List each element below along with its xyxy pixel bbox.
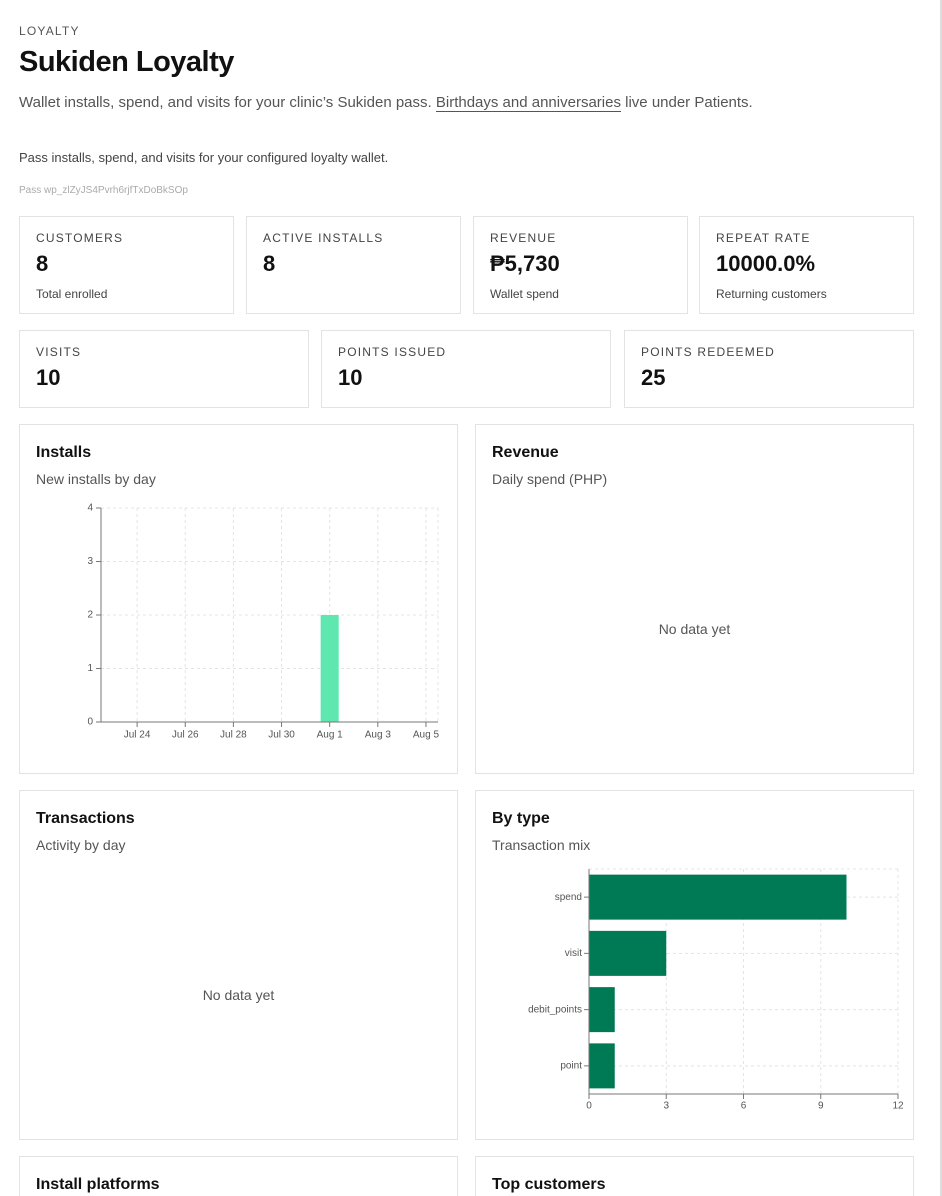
stat-card: CUSTOMERS 8 Total enrolled	[19, 216, 234, 314]
empty-message: No data yet	[202, 987, 275, 1003]
page-title: Sukiden Loyalty	[19, 46, 234, 78]
x-tick-label: Aug 5	[413, 730, 440, 741]
stat-label: REPEAT RATE	[716, 231, 811, 245]
stat-label: POINTS REDEEMED	[641, 345, 776, 359]
chart-subtitle: Activity by day	[36, 837, 126, 853]
x-tick-label: 12	[892, 1101, 904, 1112]
pass-id: Pass wp_zlZyJS4Pvrh6rjfTxDoBkSOp	[19, 185, 188, 196]
stat-label: ACTIVE INSTALLS	[263, 231, 384, 245]
x-tick-label: Jul 26	[172, 730, 199, 741]
chart-card: 0 1 2 3 4 Jul 24 Jul 26 Jul 28 Jul 30 Aug 1 Aug 3 A…	[19, 424, 458, 774]
stat-card: POINTS ISSUED 10	[321, 330, 611, 408]
stat-value: 10	[338, 365, 363, 390]
chart-title: Transactions	[36, 810, 135, 827]
y-tick-label: spend	[555, 892, 582, 903]
x-tick-label: Aug 1	[317, 730, 344, 741]
y-tick-label: point	[560, 1061, 582, 1072]
chart-subtitle: Transaction mix	[492, 837, 591, 853]
stat-label: VISITS	[36, 345, 82, 359]
chart-title: Installs	[36, 444, 92, 461]
stat-note: Wallet spend	[490, 287, 559, 301]
stat-note: Returning customers	[716, 287, 827, 301]
x-tick-label: Aug 3	[365, 730, 392, 741]
bar	[589, 874, 847, 920]
y-tick-label: 1	[87, 663, 93, 674]
stat-card: POINTS REDEEMED 25	[624, 330, 914, 408]
stat-value: 10000.0%	[716, 251, 816, 276]
patients-link[interactable]: Birthdays and anniversaries	[435, 94, 621, 112]
stat-card: ACTIVE INSTALLS 8	[246, 216, 461, 314]
stat-value: 8	[36, 251, 49, 276]
eyebrow: LOYALTY	[19, 24, 80, 38]
stat-card: REPEAT RATE 10000.0% Returning customers	[699, 216, 914, 314]
y-tick-label: 4	[87, 503, 93, 514]
stat-note: Total enrolled	[36, 287, 108, 301]
description-text: Wallet installs, spend, and visits for y…	[19, 94, 432, 111]
y-tick-label: debit_points	[528, 1004, 582, 1015]
stat-value: 10	[36, 365, 61, 390]
x-tick-label: Jul 24	[124, 730, 151, 741]
scrollbar	[940, 0, 942, 1196]
stat-value: 25	[641, 365, 666, 390]
x-tick-label: 6	[741, 1101, 747, 1112]
chart: 0 1 2 3 4 Jul 24 Jul 26 Jul 28 Jul 30 Aug 1 Aug 3 A…	[87, 503, 440, 741]
bar	[320, 615, 339, 722]
stat-card: REVENUE ₱5,730 Wallet spend	[473, 216, 688, 314]
panel-card: Install platforms	[19, 1156, 458, 1196]
chart-title: Revenue	[492, 444, 559, 461]
x-tick-label: Jul 28	[220, 730, 247, 741]
bar	[589, 987, 615, 1033]
bar	[589, 930, 667, 976]
y-tick-label: visit	[565, 948, 582, 959]
y-tick-label: 3	[87, 556, 93, 567]
y-tick-label: 2	[87, 610, 93, 621]
chart-card: Transactions Activity by day No data yet	[19, 790, 458, 1140]
panel-card: Top customers	[475, 1156, 914, 1196]
bar	[589, 1043, 615, 1089]
stat-label: POINTS ISSUED	[338, 345, 447, 359]
description-end: live under Patients.	[625, 94, 753, 111]
x-tick-label: Jul 30	[268, 730, 295, 741]
x-tick-label: 3	[663, 1101, 669, 1112]
panel-title: Install platforms	[36, 1176, 160, 1193]
x-tick-label: 9	[818, 1101, 824, 1112]
stat-label: REVENUE	[490, 231, 557, 245]
stat-value: ₱5,730	[490, 251, 560, 276]
stat-card: VISITS 10	[19, 330, 309, 408]
chart-subtitle: Daily spend (PHP)	[492, 471, 608, 487]
chart-subtitle: New installs by day	[36, 471, 156, 487]
empty-message: No data yet	[658, 621, 731, 637]
stat-value: 8	[263, 251, 276, 276]
x-tick-label: 0	[586, 1101, 592, 1112]
panel-title: Top customers	[492, 1176, 606, 1193]
y-tick-label: 0	[87, 717, 93, 728]
chart-card: Revenue Daily spend (PHP) No data yet	[475, 424, 914, 774]
subtitle: Pass installs, spend, and visits for you…	[19, 150, 389, 165]
description: Wallet installs, spend, and visits for y…	[19, 94, 753, 112]
chart-title: By type	[492, 810, 550, 827]
stat-label: CUSTOMERS	[36, 231, 124, 245]
